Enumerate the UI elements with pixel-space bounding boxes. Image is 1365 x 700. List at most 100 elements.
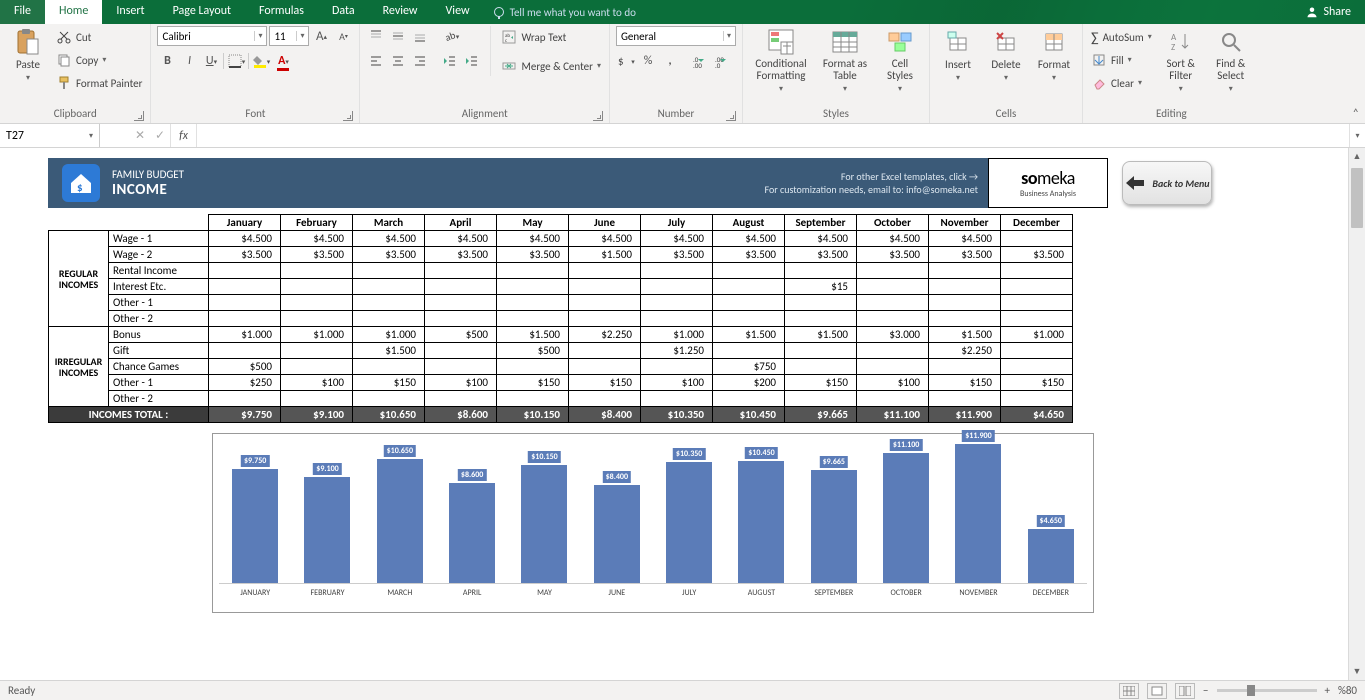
cell[interactable] bbox=[569, 295, 641, 311]
cell[interactable] bbox=[569, 311, 641, 327]
cell[interactable] bbox=[281, 343, 353, 359]
cell[interactable]: $100 bbox=[641, 375, 713, 391]
cell[interactable]: $750 bbox=[713, 359, 785, 375]
cell[interactable]: $3.500 bbox=[353, 247, 425, 263]
scroll-up-button[interactable]: ▲ bbox=[1349, 148, 1365, 165]
cell[interactable] bbox=[353, 311, 425, 327]
cell[interactable]: $500 bbox=[497, 343, 569, 359]
cell[interactable] bbox=[1001, 359, 1073, 375]
cell[interactable]: $4.500 bbox=[857, 231, 929, 247]
cell[interactable] bbox=[353, 295, 425, 311]
cell[interactable]: $3.500 bbox=[785, 247, 857, 263]
cell[interactable] bbox=[209, 279, 281, 295]
cell[interactable]: $3.500 bbox=[641, 247, 713, 263]
cell[interactable]: $3.500 bbox=[209, 247, 281, 263]
cell[interactable]: $3.500 bbox=[929, 247, 1001, 263]
cell[interactable]: $4.500 bbox=[209, 231, 281, 247]
cell[interactable] bbox=[929, 295, 1001, 311]
underline-button[interactable]: U▾ bbox=[201, 51, 221, 71]
zoom-in-button[interactable]: + bbox=[1325, 684, 1330, 697]
cell[interactable] bbox=[1001, 343, 1073, 359]
cell[interactable] bbox=[1001, 279, 1073, 295]
cell[interactable] bbox=[497, 279, 569, 295]
cell[interactable] bbox=[425, 359, 497, 375]
cell[interactable] bbox=[857, 359, 929, 375]
align-middle-button[interactable] bbox=[388, 26, 408, 46]
wrap-text-button[interactable]: abc Wrap Text bbox=[499, 26, 603, 48]
share-button[interactable]: Share bbox=[1292, 0, 1365, 24]
cell[interactable] bbox=[857, 391, 929, 407]
cell[interactable] bbox=[713, 343, 785, 359]
cell[interactable] bbox=[641, 295, 713, 311]
normal-view-button[interactable] bbox=[1119, 683, 1139, 699]
cell[interactable]: $4.500 bbox=[425, 231, 497, 247]
cell[interactable] bbox=[425, 295, 497, 311]
cell[interactable] bbox=[569, 343, 641, 359]
align-top-button[interactable] bbox=[366, 26, 386, 46]
cell[interactable]: $4.500 bbox=[281, 231, 353, 247]
menu-review[interactable]: Review bbox=[369, 0, 432, 24]
cell[interactable]: $500 bbox=[425, 327, 497, 343]
cell-styles-button[interactable]: Cell Styles▾ bbox=[877, 26, 923, 96]
cell[interactable] bbox=[713, 279, 785, 295]
cell[interactable] bbox=[641, 263, 713, 279]
cell[interactable]: $2.250 bbox=[569, 327, 641, 343]
worksheet-content[interactable]: $ FAMILY BUDGET INCOME For other Excel t… bbox=[0, 148, 1348, 680]
cell[interactable]: $150 bbox=[1001, 375, 1073, 391]
cell[interactable] bbox=[929, 311, 1001, 327]
cell[interactable] bbox=[497, 391, 569, 407]
cell[interactable] bbox=[569, 391, 641, 407]
dialog-launcher-icon[interactable] bbox=[726, 111, 736, 121]
cell[interactable] bbox=[785, 359, 857, 375]
font-color-button[interactable]: A▾ bbox=[273, 51, 293, 71]
insert-cells-button[interactable]: Insert▾ bbox=[936, 26, 980, 85]
cell[interactable]: $1.500 bbox=[569, 247, 641, 263]
vertical-scrollbar[interactable]: ▲ ▼ bbox=[1348, 148, 1365, 680]
cell[interactable]: $3.500 bbox=[497, 247, 569, 263]
cell[interactable]: $3.500 bbox=[713, 247, 785, 263]
cell[interactable] bbox=[569, 263, 641, 279]
paste-button[interactable]: Paste ▾ bbox=[6, 26, 50, 85]
cell[interactable]: $1.000 bbox=[641, 327, 713, 343]
cell[interactable]: $4.500 bbox=[353, 231, 425, 247]
cell[interactable] bbox=[857, 311, 929, 327]
increase-indent-button[interactable] bbox=[462, 51, 482, 71]
dialog-launcher-icon[interactable] bbox=[134, 111, 144, 121]
number-format-select[interactable]: General▾ bbox=[616, 26, 736, 46]
align-center-button[interactable] bbox=[388, 51, 408, 71]
cell[interactable] bbox=[1001, 231, 1073, 247]
cell[interactable] bbox=[209, 311, 281, 327]
cell[interactable] bbox=[497, 359, 569, 375]
cut-button[interactable]: Cut bbox=[54, 26, 144, 48]
cell[interactable] bbox=[425, 391, 497, 407]
cell[interactable]: $2.250 bbox=[929, 343, 1001, 359]
menu-home[interactable]: Home bbox=[45, 0, 102, 24]
delete-cells-button[interactable]: Delete▾ bbox=[984, 26, 1028, 85]
cell[interactable]: $100 bbox=[857, 375, 929, 391]
decrease-font-button[interactable]: A▾ bbox=[333, 26, 353, 46]
cell[interactable]: $250 bbox=[209, 375, 281, 391]
copy-button[interactable]: Copy ▾ bbox=[54, 49, 144, 71]
cell[interactable]: $150 bbox=[497, 375, 569, 391]
cell[interactable]: $4.500 bbox=[569, 231, 641, 247]
cell[interactable] bbox=[713, 391, 785, 407]
cell[interactable] bbox=[1001, 263, 1073, 279]
cancel-formula-button[interactable]: ✕ bbox=[130, 126, 150, 146]
format-as-table-button[interactable]: Format as Table▾ bbox=[817, 26, 873, 96]
cell[interactable] bbox=[857, 263, 929, 279]
cell[interactable] bbox=[209, 263, 281, 279]
comma-button[interactable]: , bbox=[660, 51, 680, 71]
collapse-ribbon-button[interactable]: ˄ bbox=[1353, 107, 1359, 121]
autosum-button[interactable]: ∑AutoSum▾ bbox=[1089, 26, 1154, 48]
scroll-down-button[interactable]: ▼ bbox=[1349, 663, 1365, 680]
menu-insert[interactable]: Insert bbox=[102, 0, 158, 24]
page-break-view-button[interactable] bbox=[1175, 683, 1195, 699]
cell[interactable] bbox=[209, 295, 281, 311]
cell[interactable] bbox=[641, 279, 713, 295]
cell[interactable] bbox=[929, 279, 1001, 295]
cell[interactable]: $200 bbox=[713, 375, 785, 391]
cell[interactable]: $100 bbox=[425, 375, 497, 391]
cell[interactable] bbox=[353, 263, 425, 279]
border-button[interactable]: ▾ bbox=[226, 51, 246, 71]
cell[interactable] bbox=[281, 359, 353, 375]
